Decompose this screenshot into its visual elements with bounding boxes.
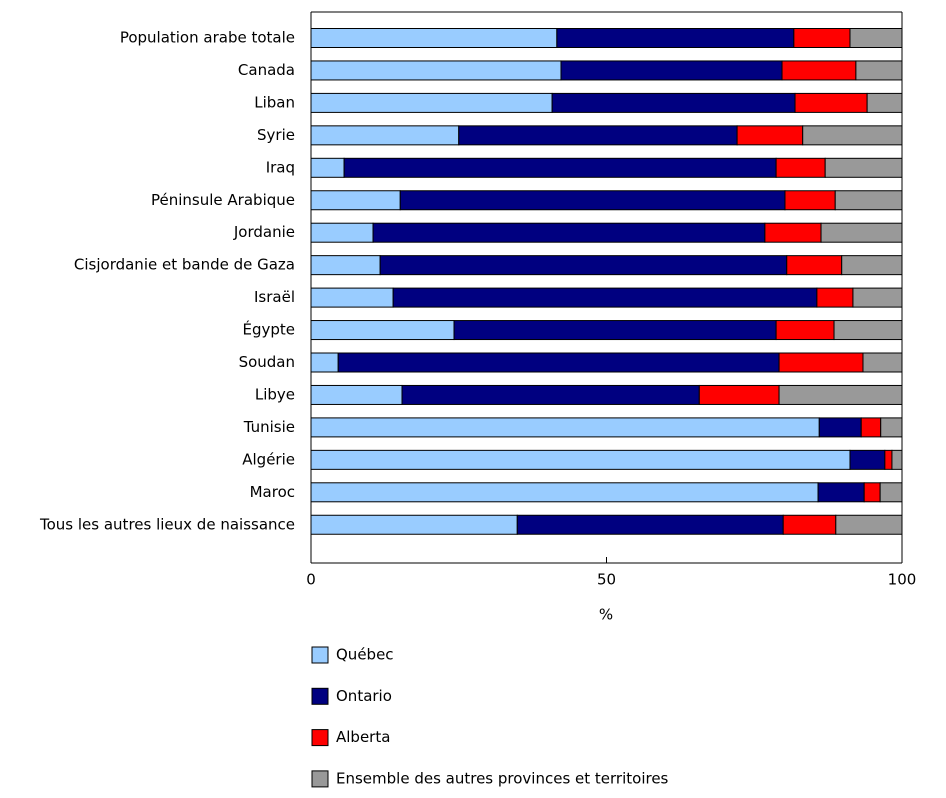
bar-segment: [310, 352, 339, 373]
bar-segment: [824, 157, 903, 178]
legend-swatch: [311, 770, 329, 788]
bar-segment: [778, 384, 903, 405]
bar-segment: [860, 417, 882, 438]
bar-segment: [817, 482, 865, 503]
x-tick-label: 0: [306, 571, 316, 589]
bar-segment: [835, 514, 903, 535]
bar-segment: [310, 157, 345, 178]
bar-segment: [884, 449, 893, 470]
bar-segment: [310, 28, 558, 48]
y-tick-label: Israël: [254, 288, 295, 306]
y-tick-label: Jordanie: [233, 223, 295, 241]
y-tick-label: Égypte: [242, 320, 295, 339]
bar-segment: [833, 320, 903, 341]
bar-segment: [310, 190, 401, 211]
y-tick-label: Syrie: [257, 126, 295, 144]
bar-segment: [820, 222, 903, 243]
bar-segment: [310, 384, 403, 405]
bar-segment: [516, 514, 784, 535]
bar-segment: [764, 222, 822, 243]
bar-segment: [372, 222, 766, 243]
bar-segment: [778, 352, 864, 373]
y-tick-label: Cisjordanie et bande de Gaza: [74, 256, 295, 274]
legend-swatch: [311, 646, 329, 664]
bar-segment: [816, 287, 854, 308]
bar-segment: [337, 352, 780, 373]
legend-swatch: [311, 687, 329, 705]
y-tick-label: Algérie: [242, 450, 295, 468]
bar-segment: [458, 125, 738, 146]
bar-segment: [310, 222, 374, 243]
x-tick-label: 100: [888, 571, 917, 589]
legend-label: Québec: [336, 646, 394, 664]
y-tick-label: Population arabe totale: [120, 29, 295, 47]
bar-segment: [392, 287, 818, 308]
legend-label: Ensemble des autres provinces et territo…: [336, 769, 669, 787]
x-axis-label: %: [599, 606, 613, 624]
y-tick-label: Soudan: [239, 353, 295, 371]
bar-segment: [802, 125, 903, 146]
bar-segment: [862, 352, 903, 373]
bar-segment: [310, 92, 553, 113]
bar-segment: [736, 125, 804, 146]
bar-segment: [310, 514, 518, 535]
bar-segment: [781, 60, 857, 81]
bar-segment: [310, 449, 851, 470]
bar-segment: [379, 255, 788, 276]
bar-segment: [310, 287, 394, 308]
bar-segment: [849, 449, 886, 470]
bar-segment: [310, 482, 819, 503]
bar-segment: [551, 92, 796, 113]
bar-segment: [401, 384, 700, 405]
bar-segment: [310, 320, 455, 341]
bar-segment: [784, 190, 836, 211]
y-tick-label: Libye: [255, 385, 295, 403]
bar-segment: [879, 482, 903, 503]
bar-segment: [775, 157, 826, 178]
bar-segment: [866, 92, 903, 113]
y-tick-label: Canada: [238, 61, 295, 79]
bar-segment: [863, 482, 881, 503]
legend-label: Ontario: [336, 687, 392, 705]
y-tick-label: Tunisie: [243, 418, 295, 436]
bar-segment: [891, 449, 903, 470]
bar-segment: [834, 190, 903, 211]
bar-segment: [399, 190, 786, 211]
bar-segment: [849, 28, 903, 48]
y-tick-label: Liban: [254, 93, 295, 111]
bar-segment: [793, 28, 851, 48]
bar-segment: [310, 125, 460, 146]
x-tick-label: 50: [597, 571, 616, 589]
bar-segment: [855, 60, 903, 81]
bar-segment: [698, 384, 780, 405]
bar-segment: [310, 417, 820, 438]
bar-segment: [775, 320, 835, 341]
bar-segment: [782, 514, 837, 535]
bar-segment: [786, 255, 843, 276]
y-tick-label: Péninsule Arabique: [151, 191, 295, 209]
bar-segment: [841, 255, 903, 276]
y-tick-label: Iraq: [266, 158, 295, 176]
y-tick-label: Maroc: [250, 483, 295, 501]
bar-segment: [560, 60, 783, 81]
bar-segment: [794, 92, 868, 113]
bar-segment: [818, 417, 862, 438]
bar-segment: [310, 60, 562, 81]
y-tick-label: Tous les autres lieux de naissance: [39, 515, 295, 533]
bar-segment: [880, 417, 903, 438]
legend-swatch: [311, 729, 329, 747]
legend-label: Alberta: [336, 728, 390, 746]
bar-segment: [852, 287, 903, 308]
bar-segment: [310, 255, 381, 276]
bar-segment: [556, 28, 795, 48]
bar-segment: [453, 320, 777, 341]
bar-segment: [343, 157, 777, 178]
